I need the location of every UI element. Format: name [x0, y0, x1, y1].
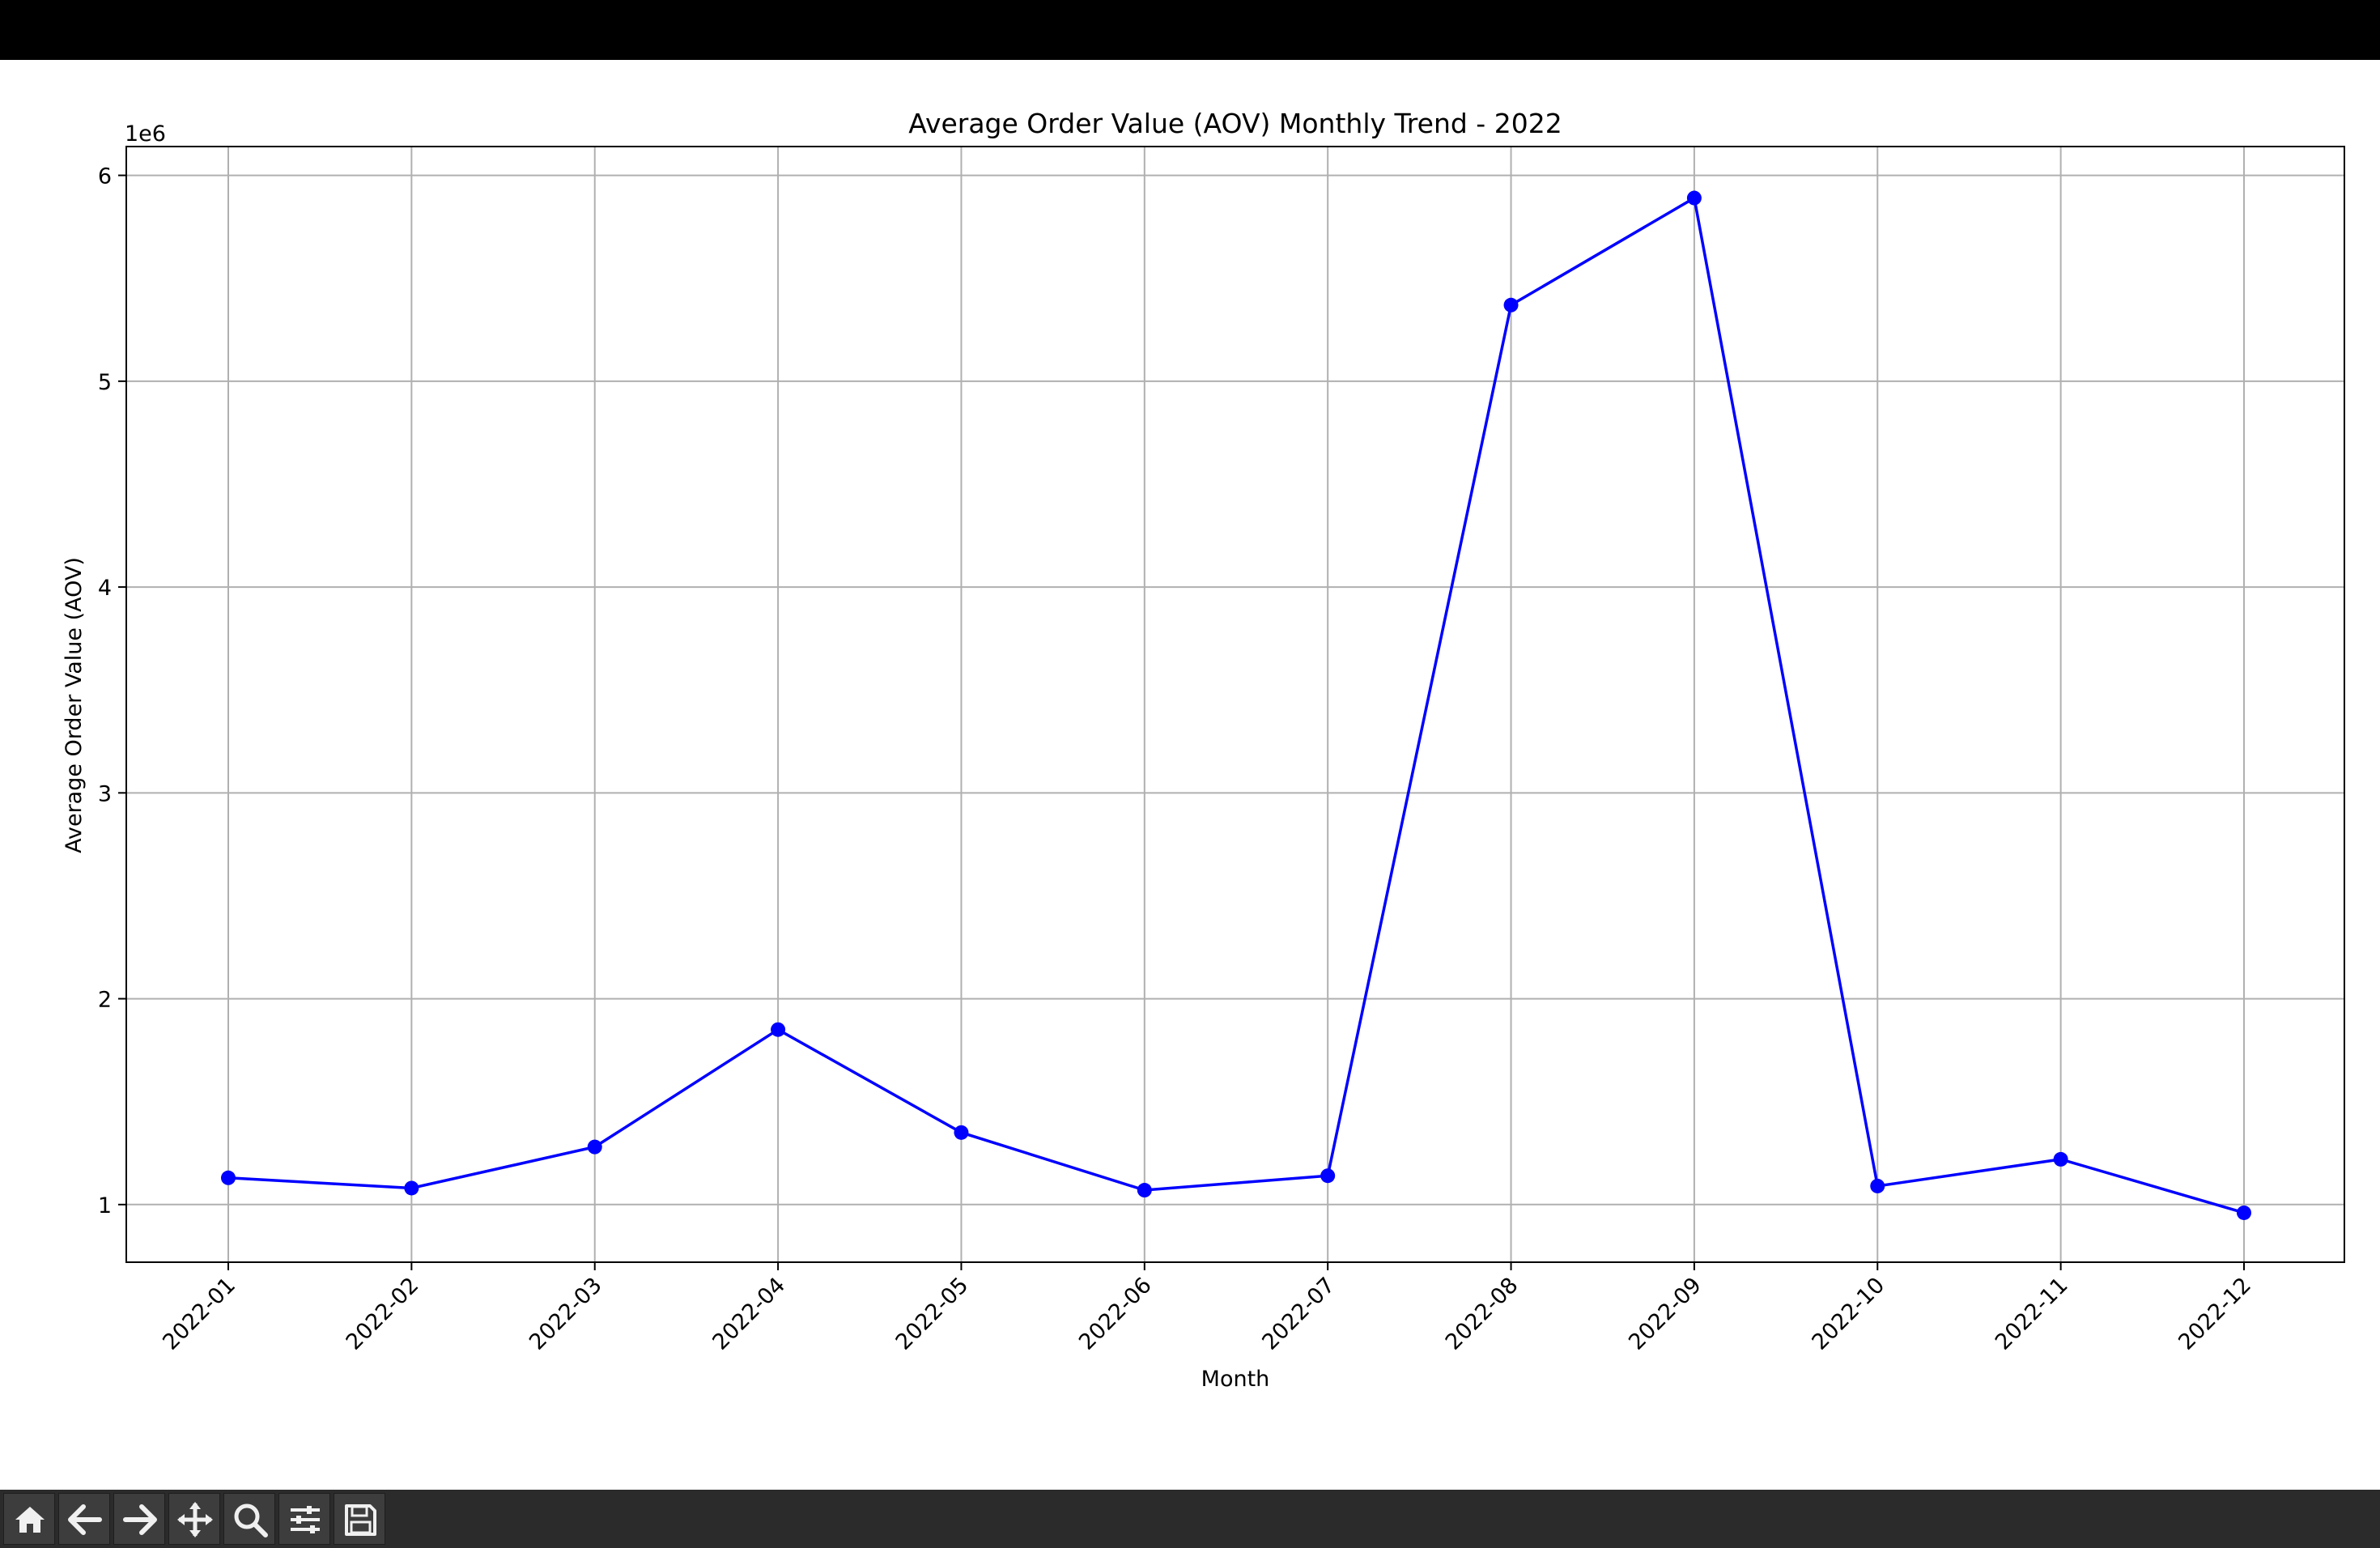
- x-tick-label: 2022-07: [1257, 1273, 1340, 1355]
- axis-ticks: 2022-01 2022-02 2022-03 2022-04 2022-05 2022-…: [98, 164, 2256, 1355]
- x-tick-label: 2022-12: [2174, 1273, 2256, 1355]
- home-button[interactable]: [3, 1493, 55, 1545]
- zoom-button[interactable]: [223, 1493, 275, 1545]
- configure-subplots-button[interactable]: [278, 1493, 330, 1545]
- data-point: [587, 1139, 602, 1155]
- window-title-bar: [0, 0, 2380, 60]
- x-tick-label: 2022-10: [1808, 1273, 1890, 1355]
- y-tick-label: 1: [98, 1193, 112, 1218]
- pan-icon: [177, 1502, 213, 1537]
- data-point: [1870, 1178, 1885, 1193]
- zoom-icon: [234, 1503, 268, 1537]
- grid-lines: [126, 147, 2344, 1262]
- x-tick-label: 2022-01: [158, 1273, 240, 1355]
- y-tick-label: 4: [98, 576, 112, 601]
- data-point: [1137, 1183, 1152, 1198]
- x-tick-label: 2022-06: [1074, 1273, 1157, 1355]
- save-icon: [345, 1504, 376, 1536]
- data-point: [2237, 1205, 2251, 1220]
- x-tick-label: 2022-02: [342, 1273, 424, 1355]
- forward-icon: [123, 1504, 157, 1535]
- back-icon: [68, 1504, 102, 1535]
- data-point: [221, 1170, 236, 1185]
- series-line: [227, 195, 2245, 1214]
- plot-area-frame: [125, 146, 2345, 1263]
- x-tick-label: 2022-08: [1441, 1273, 1524, 1355]
- line-chart: Average Order Value (AOV) Monthly Trend …: [62, 108, 2345, 1392]
- home-icon: [15, 1507, 45, 1533]
- y-axis-offset-label: 1e6: [125, 121, 166, 147]
- data-point: [771, 1022, 786, 1037]
- data-point: [2053, 1151, 2068, 1167]
- figure-canvas: Average Order Value (AOV) Monthly Trend …: [0, 60, 2380, 1490]
- y-tick-label: 2: [98, 988, 112, 1013]
- x-tick-label: 2022-05: [891, 1273, 974, 1355]
- y-tick-label: 6: [98, 164, 112, 189]
- data-point: [1320, 1168, 1336, 1184]
- chart-title: Average Order Value (AOV) Monthly Trend …: [908, 108, 1562, 139]
- x-tick-label: 2022-04: [708, 1273, 790, 1355]
- series-line-layer: [221, 190, 2251, 1220]
- y-tick-label: 5: [98, 370, 112, 395]
- x-tick-label: 2022-09: [1624, 1273, 1706, 1355]
- forward-button[interactable]: [113, 1493, 165, 1545]
- configure-icon: [291, 1506, 320, 1533]
- x-tick-label: 2022-03: [525, 1273, 607, 1355]
- save-button[interactable]: [334, 1493, 385, 1545]
- data-point: [1686, 190, 1702, 206]
- y-axis-label: Average Order Value (AOV): [62, 557, 87, 853]
- data-point: [954, 1125, 969, 1140]
- navigation-toolbar: [0, 1490, 2380, 1548]
- x-tick-label: 2022-11: [1991, 1273, 2073, 1355]
- pan-button[interactable]: [168, 1493, 220, 1545]
- y-tick-label: 3: [98, 781, 112, 806]
- x-axis-label: Month: [1201, 1367, 1270, 1392]
- data-point: [1503, 297, 1519, 313]
- back-button[interactable]: [58, 1493, 110, 1545]
- data-point: [404, 1180, 419, 1196]
